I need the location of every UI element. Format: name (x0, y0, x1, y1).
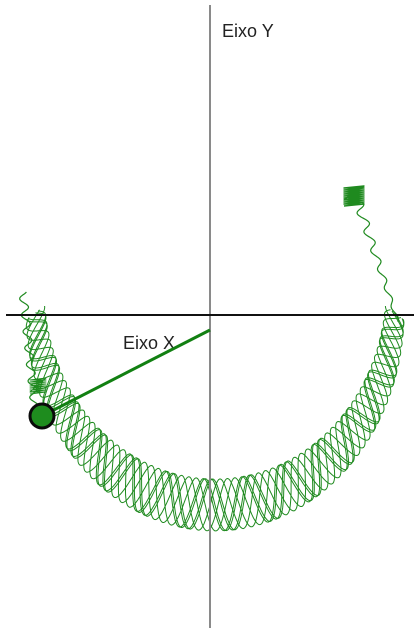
trace-strand (26, 309, 402, 532)
trace-strand (27, 317, 405, 531)
trace-left-cluster (29, 377, 47, 395)
trace-strand (25, 317, 402, 531)
trace-strand (26, 319, 405, 531)
trace-right-tail (356, 201, 399, 323)
trace-strand (29, 310, 404, 532)
pendulum-rod (41, 328, 211, 418)
x-axis-label: Eixo X (123, 333, 175, 353)
pendulum-trace (19, 185, 405, 532)
trace-strand (29, 312, 404, 532)
pendulum-bob[interactable] (28, 402, 56, 430)
trace-top-right-cluster (343, 185, 365, 207)
y-axis-label: Eixo Y (222, 21, 274, 41)
